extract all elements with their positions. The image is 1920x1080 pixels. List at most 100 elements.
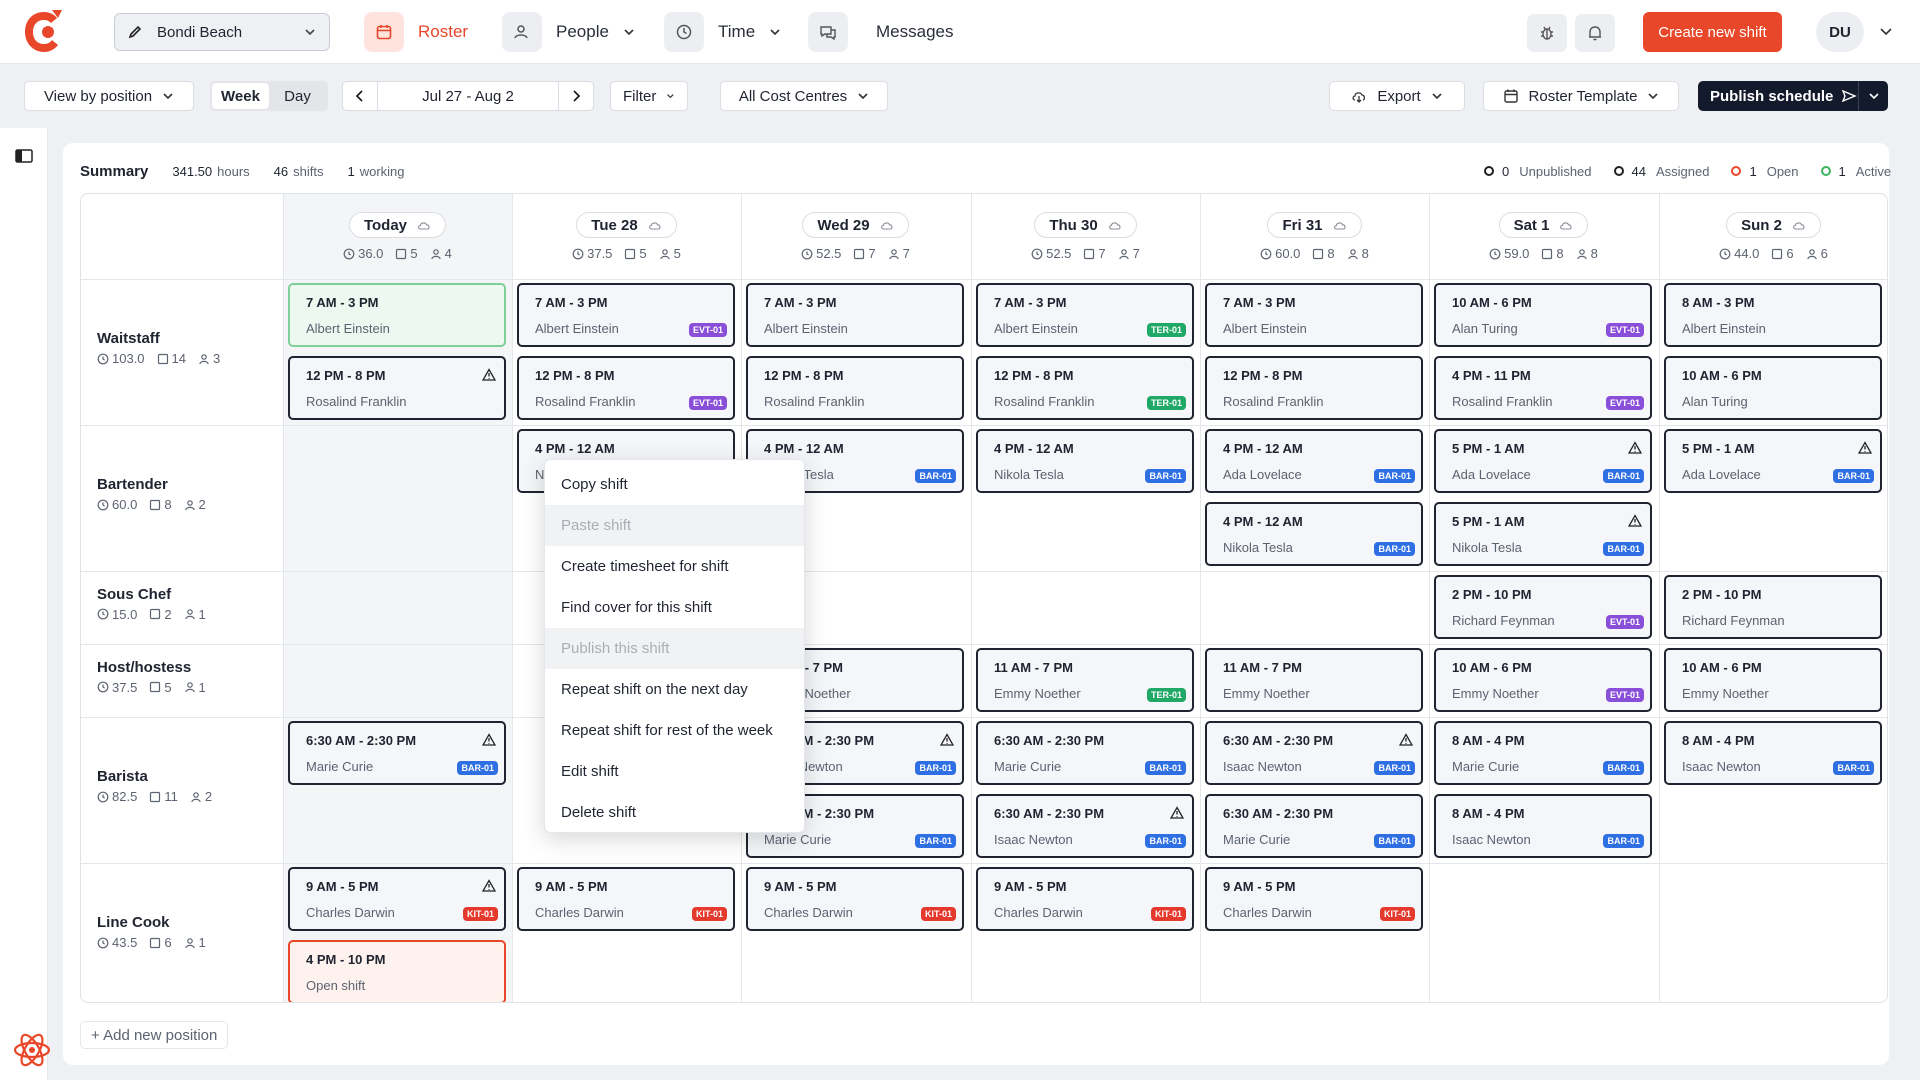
bug-report-button[interactable] <box>1527 14 1567 52</box>
react-devtools-icon[interactable] <box>12 1030 52 1070</box>
nav-people[interactable]: People <box>502 12 635 52</box>
shift-card[interactable]: 7 AM - 3 PM Albert Einstein <box>746 283 964 347</box>
app-logo-icon[interactable] <box>22 8 66 56</box>
position-people: 3 <box>198 351 220 366</box>
day-people-value: 7 <box>902 246 910 261</box>
day-label-pill[interactable]: Fri 31 <box>1267 212 1362 238</box>
shift-card[interactable]: 7 AM - 3 PM Albert Einstein <box>288 283 506 347</box>
avatar[interactable]: DU <box>1816 12 1864 52</box>
shift-card[interactable]: 10 AM - 6 PM Emmy Noether EVT-01 <box>1434 648 1652 712</box>
nav-messages[interactable]: Messages <box>808 12 953 52</box>
context-menu-item[interactable]: Edit shift <box>561 763 619 780</box>
context-menu-item[interactable]: Repeat shift on the next day <box>561 681 748 698</box>
shift-time: 7 AM - 3 PM <box>764 295 837 310</box>
nav-time-label: Time <box>718 22 756 41</box>
day-label-pill[interactable]: Sun 2 <box>1726 212 1821 238</box>
shift-employee: Emmy Noether <box>1223 686 1310 701</box>
shift-card[interactable]: 5 PM - 1 AM Ada Lovelace BAR-01 <box>1434 429 1652 493</box>
context-menu-item[interactable]: Delete shift <box>561 804 637 821</box>
shift-card[interactable]: 6:30 AM - 2:30 PM Isaac Newton BAR-01 <box>976 794 1194 858</box>
shift-card[interactable]: 6:30 AM - 2:30 PM Marie Curie BAR-01 <box>1205 794 1423 858</box>
shift-time: 6:30 AM - 2:30 PM <box>306 733 417 748</box>
day-label-pill[interactable]: Tue 28 <box>576 212 677 238</box>
shift-card[interactable]: 6:30 AM - 2:30 PM Isaac Newton BAR-01 <box>1205 721 1423 785</box>
cost-centres-select[interactable]: All Cost Centres <box>720 81 888 111</box>
day-label-pill[interactable]: Sat 1 <box>1498 212 1589 238</box>
shift-card[interactable]: 7 AM - 3 PM Albert Einstein <box>1205 283 1423 347</box>
day-people-value: 8 <box>1361 246 1369 261</box>
add-new-position-button[interactable]: + Add new position <box>80 1021 229 1049</box>
shift-card[interactable]: 4 PM - 12 AM Nikola Tesla BAR-01 <box>976 429 1194 493</box>
shift-card[interactable]: 4 PM - 12 AM Ada Lovelace BAR-01 <box>1205 429 1423 493</box>
shift-card[interactable]: 9 AM - 5 PM Charles Darwin KIT-01 <box>746 867 964 931</box>
sidebar-toggle-icon[interactable] <box>15 149 33 163</box>
week-tab[interactable]: Week <box>212 83 269 109</box>
shift-card[interactable]: 10 AM - 6 PM Alan Turing EVT-01 <box>1434 283 1652 347</box>
shift-card[interactable]: 2 PM - 10 PM Richard Feynman EVT-01 <box>1434 575 1652 639</box>
shift-card[interactable]: 9 AM - 5 PM Charles Darwin KIT-01 <box>517 867 735 931</box>
day-label: Thu 30 <box>1049 216 1098 234</box>
nav-time[interactable]: Time <box>664 12 781 52</box>
shift-card[interactable]: 2 PM - 10 PM Richard Feynman <box>1664 575 1882 639</box>
shift-time: 2 PM - 10 PM <box>1682 587 1762 602</box>
shift-card[interactable]: 12 PM - 8 PM Rosalind Franklin <box>746 356 964 420</box>
day-label-pill[interactable]: Today <box>348 212 447 238</box>
roster-template-button[interactable]: Roster Template <box>1483 81 1679 111</box>
context-menu-item[interactable]: Repeat shift for rest of the week <box>561 722 773 739</box>
shift-card[interactable]: 11 AM - 7 PM Emmy Noether <box>1205 648 1423 712</box>
context-menu-item[interactable]: Copy shift <box>561 476 628 493</box>
location-select[interactable]: Bondi Beach <box>114 13 330 51</box>
shift-card[interactable]: 12 PM - 8 PM Rosalind Franklin TER-01 <box>976 356 1194 420</box>
shift-card[interactable]: 9 AM - 5 PM Charles Darwin KIT-01 <box>976 867 1194 931</box>
publish-schedule-button[interactable]: Publish schedule <box>1698 81 1888 111</box>
publish-options-button[interactable] <box>1858 81 1888 111</box>
open-shift-card[interactable]: 4 PM - 10 PM Open shift <box>288 940 506 1002</box>
shift-card[interactable]: 5 PM - 1 AM Ada Lovelace BAR-01 <box>1664 429 1882 493</box>
day-stats: 60.0 8 8 <box>1200 246 1429 261</box>
shift-card[interactable]: 10 AM - 6 PM Alan Turing <box>1664 356 1882 420</box>
shift-card[interactable]: 8 AM - 4 PM Isaac Newton BAR-01 <box>1664 721 1882 785</box>
export-button[interactable]: Export <box>1329 81 1465 111</box>
filter-button[interactable]: Filter <box>610 81 688 111</box>
day-tab[interactable]: Day <box>284 87 311 105</box>
shift-card[interactable]: 11 AM - 7 PM Emmy Noether TER-01 <box>976 648 1194 712</box>
shift-card[interactable]: 6:30 AM - 2:30 PM Marie Curie BAR-01 <box>288 721 506 785</box>
shift-time: 10 AM - 6 PM <box>1682 660 1762 675</box>
nav-roster[interactable]: Roster <box>364 12 468 52</box>
shift-time: 9 AM - 5 PM <box>1223 879 1296 894</box>
shift-card[interactable]: 9 AM - 5 PM Charles Darwin KIT-01 <box>1205 867 1423 931</box>
shift-card[interactable]: 7 AM - 3 PM Albert Einstein EVT-01 <box>517 283 735 347</box>
shift-count-icon <box>1083 248 1095 260</box>
warning-icon <box>940 733 954 746</box>
shift-card[interactable]: 9 AM - 5 PM Charles Darwin KIT-01 <box>288 867 506 931</box>
shift-card[interactable]: 10 AM - 6 PM Emmy Noether <box>1664 648 1882 712</box>
position-hours-value: 15.0 <box>112 606 138 622</box>
shift-card[interactable]: 8 AM - 4 PM Marie Curie BAR-01 <box>1434 721 1652 785</box>
shift-card[interactable]: 7 AM - 3 PM Albert Einstein TER-01 <box>976 283 1194 347</box>
day-label-pill[interactable]: Thu 30 <box>1034 212 1137 238</box>
shift-employee: Marie Curie <box>1452 759 1520 774</box>
shift-card[interactable]: 12 PM - 8 PM Rosalind Franklin <box>1205 356 1423 420</box>
shift-card[interactable]: 6:30 AM - 2:30 PM Marie Curie BAR-01 <box>976 721 1194 785</box>
date-range[interactable]: Jul 27 - Aug 2 <box>378 81 558 111</box>
context-menu-item[interactable]: Create timesheet for shift <box>561 558 729 575</box>
shift-card[interactable]: 5 PM - 1 AM Nikola Tesla BAR-01 <box>1434 502 1652 566</box>
shift-time: 4 PM - 12 AM <box>1223 441 1303 456</box>
chevron-right-icon <box>573 90 581 102</box>
cost-centre-badge: BAR-01 <box>457 761 498 775</box>
previous-week-button[interactable] <box>342 81 378 111</box>
view-by-select[interactable]: View by position <box>24 81 194 111</box>
shift-card[interactable]: 8 AM - 3 PM Albert Einstein <box>1664 283 1882 347</box>
chevron-down-icon[interactable] <box>1878 24 1894 40</box>
shift-card[interactable]: 4 PM - 12 AM Nikola Tesla BAR-01 <box>1205 502 1423 566</box>
shift-card[interactable]: 4 PM - 11 PM Rosalind Franklin EVT-01 <box>1434 356 1652 420</box>
day-label-pill[interactable]: Wed 29 <box>802 212 909 238</box>
create-new-shift-button[interactable]: Create new shift <box>1643 12 1782 52</box>
next-week-button[interactable] <box>558 81 594 111</box>
context-menu-item[interactable]: Find cover for this shift <box>561 599 712 616</box>
shift-card[interactable]: 12 PM - 8 PM Rosalind Franklin EVT-01 <box>517 356 735 420</box>
shift-employee: Emmy Noether <box>994 686 1081 701</box>
shift-card[interactable]: 12 PM - 8 PM Rosalind Franklin <box>288 356 506 420</box>
shift-card[interactable]: 8 AM - 4 PM Isaac Newton BAR-01 <box>1434 794 1652 858</box>
notifications-button[interactable] <box>1575 14 1615 52</box>
